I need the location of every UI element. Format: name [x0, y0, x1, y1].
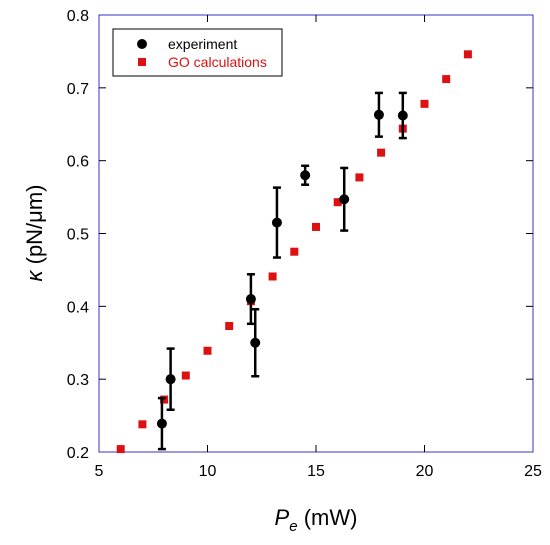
experiment-point: [156, 418, 167, 429]
experiment-point: [397, 110, 408, 121]
go-calculation-point: [377, 148, 386, 157]
go-calculation-point: [463, 50, 472, 59]
x-axis-label-subscript: e: [289, 518, 297, 535]
legend-marker-go-calculations: [138, 58, 146, 66]
y-axis-label-symbol: κ: [22, 270, 47, 282]
y-tick-label: 0.4: [67, 299, 89, 316]
y-tick-labels: 0.2 0.3 0.4 0.5 0.6 0.7 0.8: [67, 8, 89, 462]
go-calculation-point: [355, 173, 364, 182]
experiment-point: [271, 217, 282, 228]
go-calculation-point: [203, 346, 212, 355]
go-calculation-point: [290, 247, 299, 256]
legend-label-go-calculations: GO calculations: [168, 54, 267, 70]
x-axis-label-symbol: P: [275, 505, 290, 530]
experiment-point: [165, 374, 176, 385]
go-calculation-point: [160, 395, 169, 404]
experiment-point: [339, 194, 350, 205]
go-calculation-point: [225, 321, 234, 330]
x-tick-labels: 5 10 15 20 25: [95, 463, 542, 480]
go-calculation-point: [312, 222, 320, 231]
x-axis-label: Pe (mW): [275, 505, 358, 535]
series-layer: [116, 50, 472, 454]
legend-box: [112, 28, 283, 77]
x-tick-label: 10: [199, 463, 217, 480]
experiment-point: [245, 294, 256, 305]
y-tick-label: 0.3: [67, 372, 89, 389]
y-tick-label: 0.6: [67, 154, 89, 171]
y-tick-label: 0.7: [67, 81, 89, 98]
experiment-point: [300, 170, 311, 181]
y-axis-label: κ (pN/μm): [22, 184, 47, 281]
go-calculation-point: [138, 420, 147, 429]
experiment-point: [373, 109, 384, 120]
legend-label-experiment: experiment: [168, 36, 237, 52]
go-calculation-point: [420, 99, 429, 108]
go-calculation-point: [333, 198, 342, 207]
y-tick-label: 0.2: [67, 445, 89, 462]
x-axis-label-unit: (mW): [298, 505, 358, 530]
go-calculation-point: [181, 371, 190, 380]
experiment-point: [250, 337, 261, 348]
y-tick-label: 0.5: [67, 227, 89, 244]
go-calculation-point: [116, 445, 125, 454]
y-axis-label-unit: (pN/μm): [22, 184, 47, 270]
x-tick-label: 25: [524, 463, 542, 480]
plot-area-frame: [98, 14, 534, 453]
x-tick-label: 5: [95, 463, 104, 480]
axis-ticks: [99, 15, 533, 452]
x-tick-label: 15: [307, 463, 325, 480]
legend: experiment GO calculations: [112, 28, 283, 77]
go-calculation-point: [268, 272, 277, 281]
x-tick-label: 20: [416, 463, 434, 480]
legend-marker-experiment: [137, 39, 147, 49]
y-tick-label: 0.8: [67, 8, 89, 25]
go-calculation-point: [442, 75, 451, 84]
